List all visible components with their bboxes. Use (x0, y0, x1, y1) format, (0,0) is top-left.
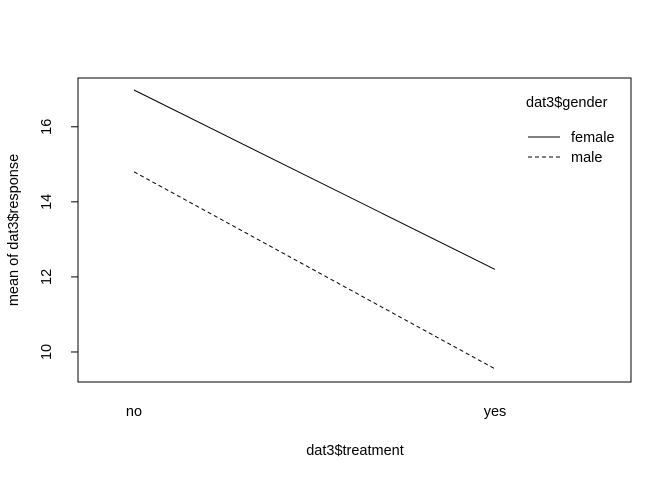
x-tick-label: yes (484, 404, 507, 420)
series-line-male (133, 171, 496, 370)
x-tick-label: no (126, 404, 142, 420)
y-tick-label: 16 (39, 119, 55, 135)
y-axis-title: mean of dat3$response (6, 154, 22, 306)
series-line-female (133, 89, 496, 270)
legend-title: dat3$gender (526, 95, 608, 111)
y-tick-label: 14 (39, 194, 55, 210)
y-tick-label: 10 (39, 344, 55, 360)
plot-frame (77, 77, 632, 383)
legend-label-female: female (571, 130, 615, 146)
legend-label-male: male (571, 150, 602, 166)
x-axis-title: dat3$treatment (306, 443, 404, 459)
y-tick-label: 12 (39, 269, 55, 285)
legend: dat3$gender female male (526, 95, 615, 166)
y-axis: 10 12 14 16 (39, 119, 78, 360)
series-layer (133, 89, 496, 370)
x-axis: no yes (126, 404, 506, 420)
